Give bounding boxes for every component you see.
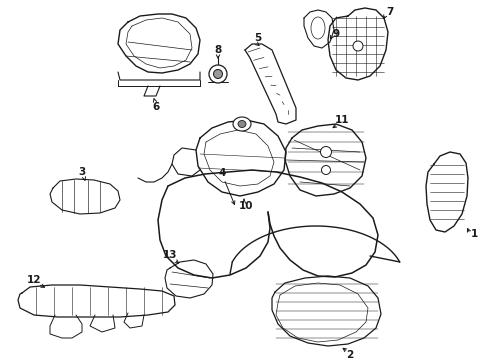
Text: 3: 3 [78, 167, 86, 177]
Ellipse shape [233, 117, 251, 131]
Text: 12: 12 [27, 275, 41, 285]
Text: 5: 5 [254, 33, 262, 43]
Text: 1: 1 [470, 229, 478, 239]
Ellipse shape [238, 121, 246, 127]
Text: 13: 13 [163, 250, 177, 260]
Text: 7: 7 [386, 7, 393, 17]
Text: 11: 11 [335, 115, 349, 125]
Text: 9: 9 [332, 29, 340, 39]
Text: 10: 10 [239, 201, 253, 211]
Ellipse shape [214, 69, 222, 78]
Ellipse shape [209, 65, 227, 83]
Ellipse shape [311, 17, 325, 39]
Text: 6: 6 [152, 102, 160, 112]
Text: 8: 8 [215, 45, 221, 55]
Text: 4: 4 [219, 168, 226, 178]
Ellipse shape [320, 147, 332, 158]
Text: 2: 2 [346, 350, 354, 360]
Ellipse shape [321, 166, 330, 175]
Ellipse shape [353, 41, 363, 51]
